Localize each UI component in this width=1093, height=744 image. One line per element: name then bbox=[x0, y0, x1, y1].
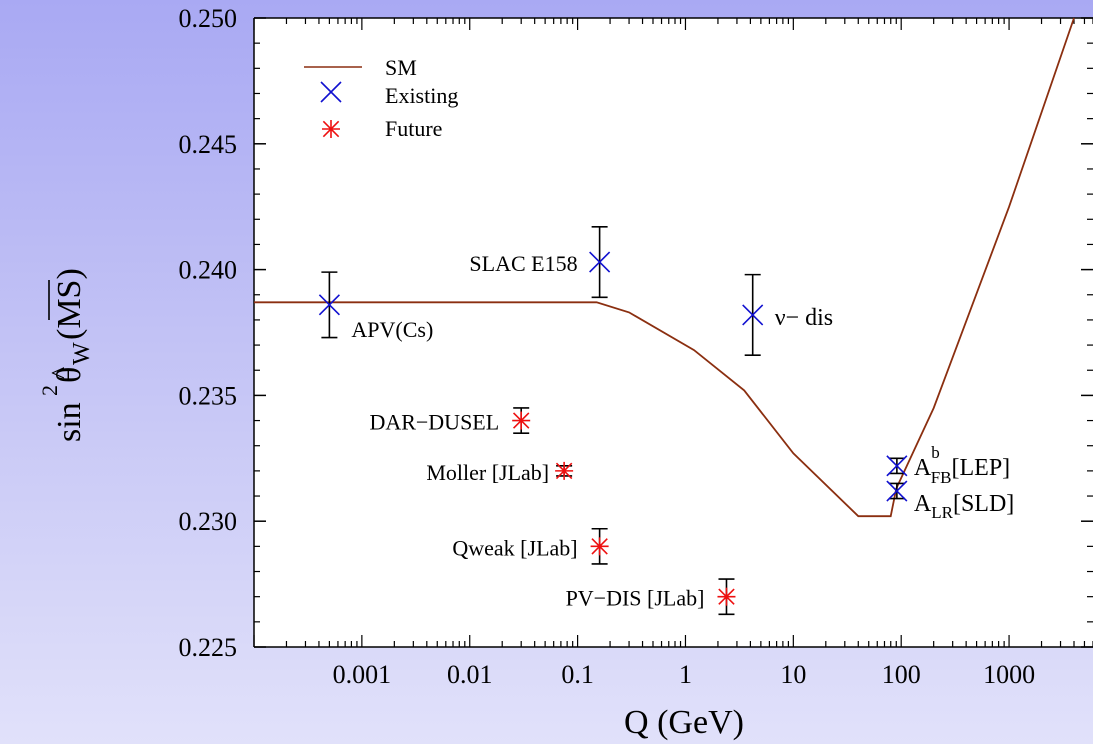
y-tick-label: 0.240 bbox=[179, 256, 238, 285]
legend-sm-label: SM bbox=[385, 55, 417, 80]
y-tick-label: 0.230 bbox=[179, 507, 238, 536]
data-point: DAR−DUSEL bbox=[369, 407, 531, 435]
data-point: ν− dis bbox=[742, 273, 833, 356]
data-point-label: Ab FB[LEP] bbox=[914, 443, 1010, 487]
x-tick-labels: 0.001 0.01 0.1 1 10 100 1000 bbox=[333, 660, 1035, 689]
x-tick-label: 0.1 bbox=[561, 660, 594, 689]
y-axis-title-sin-sup: 2 bbox=[37, 385, 62, 396]
data-point: SLAC E158 bbox=[469, 226, 611, 299]
data-point-label: SLAC E158 bbox=[469, 251, 577, 276]
legend-existing-marker bbox=[320, 81, 342, 103]
legend-existing-label: Existing bbox=[385, 83, 458, 108]
x-tick-label: 0.01 bbox=[447, 660, 493, 689]
y-axis-title-sin: sin bbox=[51, 402, 88, 442]
marker-x-stroke bbox=[886, 480, 908, 502]
x-axis-title: Q (GeV) bbox=[624, 704, 744, 741]
data-point: Moller [JLab] bbox=[426, 460, 574, 485]
y-axis-title-theta: θ bbox=[51, 367, 88, 383]
x-tick-label: 10 bbox=[780, 660, 806, 689]
data-points-layer: APV(Cs) SLAC E158 ν− dis Ab FB[LEP] ALR[SLD] D… bbox=[318, 226, 1014, 616]
data-point-label: ALR[SLD] bbox=[914, 491, 1014, 522]
data-point-label: PV−DIS [JLab] bbox=[566, 586, 705, 611]
x-tick-label: 1 bbox=[679, 660, 692, 689]
data-point: PV−DIS [JLab] bbox=[566, 578, 736, 616]
data-point-label: DAR−DUSEL bbox=[369, 410, 499, 435]
marker-x-stroke bbox=[318, 294, 340, 316]
y-tick-labels: 0.225 0.230 0.235 0.240 0.245 0.250 bbox=[179, 4, 238, 662]
x-tick-label: 1000 bbox=[983, 660, 1035, 689]
legend-future-marker bbox=[322, 120, 340, 138]
legend: SM Existing Future bbox=[304, 55, 458, 141]
y-tick-label: 0.235 bbox=[179, 381, 238, 410]
data-point-label: Qweak [JLab] bbox=[452, 535, 577, 560]
x-tick-label: 100 bbox=[882, 660, 921, 689]
axis-ticks bbox=[253, 17, 1093, 648]
sm-curve-layer bbox=[254, 17, 1075, 518]
data-point: Qweak [JLab] bbox=[452, 527, 609, 565]
x-tick-label: 0.001 bbox=[333, 660, 392, 689]
data-point: ALR[SLD] bbox=[886, 480, 1014, 522]
legend-future-label: Future bbox=[385, 116, 442, 141]
sm-curve-line bbox=[254, 17, 1075, 518]
data-point: APV(Cs) bbox=[318, 271, 433, 342]
y-tick-label: 0.245 bbox=[179, 130, 238, 159]
y-axis-title-scheme: (MS) bbox=[51, 268, 88, 340]
y-axis-title-hat: ^ bbox=[46, 367, 75, 379]
marker-x-stroke bbox=[320, 81, 342, 103]
data-point-label: Moller [JLab] bbox=[426, 460, 549, 485]
plot-area bbox=[254, 18, 1093, 647]
y-axis-title: sin 2 ^ θ W (MS) bbox=[37, 268, 95, 442]
y-tick-label: 0.250 bbox=[179, 4, 238, 33]
y-tick-label: 0.225 bbox=[179, 633, 238, 662]
marker-x-stroke bbox=[886, 455, 908, 477]
data-point-label: ν− dis bbox=[775, 305, 833, 331]
data-point: Ab FB[LEP] bbox=[886, 443, 1010, 487]
marker-x-stroke bbox=[589, 251, 611, 273]
data-point-label: APV(Cs) bbox=[351, 317, 433, 342]
marker-x-stroke bbox=[742, 304, 764, 326]
y-axis-title-sub: W bbox=[69, 342, 95, 365]
